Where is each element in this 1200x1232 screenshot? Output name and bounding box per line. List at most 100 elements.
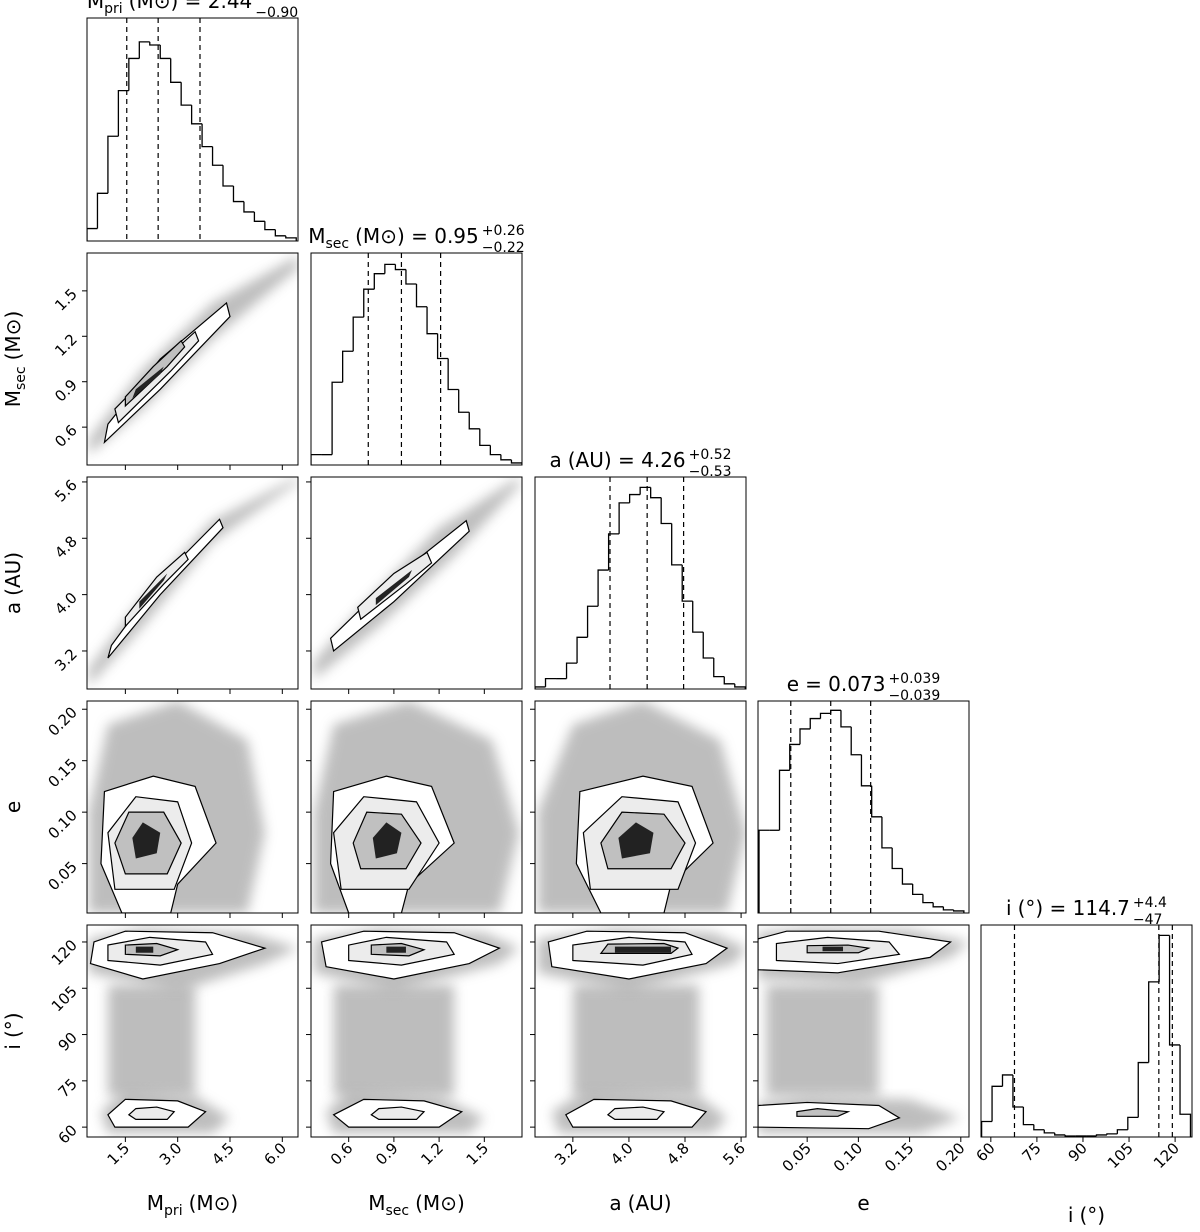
- x-axis-label: Mpri (M⊙): [147, 1191, 238, 1219]
- x-tick-label: 4.0: [607, 1139, 637, 1169]
- y-tick-label: 1.2: [51, 330, 81, 360]
- panel-2d: [88, 701, 265, 913]
- density-contour: [372, 822, 402, 859]
- chart-title: Mpri (M⊙) = 2.44: [87, 0, 252, 17]
- histogram: [981, 925, 1192, 1137]
- hist-bin: [830, 709, 841, 714]
- hist-bin: [628, 493, 641, 503]
- panel-frame: [757, 924, 970, 1138]
- density-contour: [766, 985, 879, 1097]
- hist-bin: [713, 657, 725, 678]
- hist-bin: [384, 263, 396, 274]
- hist-bin: [405, 269, 417, 285]
- axis-label: i(°): [1068, 1203, 1105, 1227]
- hist-bin: [285, 235, 297, 241]
- density-contour: [124, 551, 189, 628]
- panel-frame: [86, 924, 299, 1138]
- panel-2d: [88, 477, 298, 687]
- x-axis-label: i (°): [1068, 1203, 1105, 1227]
- y-tick-label: 0.10: [44, 806, 80, 842]
- y-axis-label: i (°): [1, 1012, 25, 1049]
- hist-bin: [96, 192, 108, 229]
- chart-title-symbol: M: [87, 0, 104, 13]
- y-axis-label: a (AU): [1, 552, 25, 614]
- hist-bin: [671, 523, 683, 566]
- density-contour: [107, 985, 196, 1097]
- hist-bin: [1012, 1074, 1024, 1108]
- hist-bin: [1033, 1124, 1045, 1131]
- density-contour: [606, 1106, 666, 1121]
- hist-bin: [190, 105, 203, 125]
- panel-frame: [86, 17, 299, 242]
- y-tick-label: 75: [55, 1075, 81, 1101]
- hist-bin: [331, 381, 343, 455]
- density-contour: [572, 985, 700, 1097]
- density-contour: [375, 569, 412, 606]
- title-upper-error: +0.52: [689, 447, 732, 463]
- panel-2d: [537, 701, 746, 913]
- hist-bin: [458, 389, 470, 413]
- panel-2d: [314, 928, 519, 1134]
- axis-label-rest: (M⊙): [415, 1191, 465, 1215]
- hist-bin: [159, 44, 171, 60]
- hist-bin: [799, 728, 811, 745]
- y-tick-label: 3.2: [51, 645, 81, 675]
- panel-frame: [86, 252, 299, 466]
- panel-frame: [310, 252, 523, 466]
- density-contour: [370, 1106, 426, 1121]
- axis-label-rest: (M⊙): [1, 311, 25, 361]
- chart-title-sub: pri: [104, 1, 123, 17]
- hist-bin: [639, 486, 651, 495]
- axis-label: a (AU): [609, 1191, 671, 1215]
- y-axis-label: e: [1, 801, 25, 813]
- axis-label-symbol: i: [1, 1044, 25, 1050]
- axis-label-symbol: i: [1068, 1203, 1074, 1227]
- axis-label: i(°): [1, 1012, 25, 1049]
- hist-bin: [274, 229, 286, 237]
- density-contour: [333, 985, 455, 1097]
- hist-bin: [952, 909, 965, 913]
- x-tick-label: 4.8: [663, 1139, 693, 1169]
- x-tick-label: 0.6: [327, 1139, 357, 1169]
- chart-title-symbol: i: [1006, 896, 1012, 920]
- y-tick-label: 0.9: [51, 376, 81, 406]
- hist-bin: [871, 785, 882, 818]
- x-tick-label: 4.5: [208, 1139, 238, 1169]
- panel-2d: [758, 928, 969, 1134]
- hist-bin: [981, 1120, 993, 1137]
- hist-bin: [138, 41, 150, 59]
- hist-bin: [222, 165, 234, 187]
- hist-bin: [1095, 1134, 1107, 1136]
- y-tick-label: 1.5: [51, 285, 81, 315]
- panel-frame: [534, 924, 747, 1138]
- density-contour: [618, 822, 654, 859]
- hist-bin: [544, 678, 557, 687]
- panel-frame: [757, 700, 970, 914]
- hist-bin: [107, 135, 119, 194]
- hist-bin: [415, 284, 428, 308]
- x-tick-label: 75: [1018, 1139, 1044, 1165]
- panel-frame: [534, 700, 747, 914]
- histogram: [535, 477, 746, 689]
- hist-bin: [170, 58, 182, 83]
- hist-bin: [734, 683, 746, 689]
- panel-frame: [534, 476, 747, 690]
- hist-bin: [128, 57, 140, 91]
- x-tick-label: 3.2: [551, 1139, 581, 1169]
- panel-frame: [310, 476, 523, 690]
- y-tick-label: 120: [48, 936, 81, 969]
- hist-bin: [1179, 1044, 1192, 1137]
- hist-bin: [1043, 1129, 1055, 1134]
- title-upper-error: +1.2: [255, 0, 289, 4]
- density-contour: [822, 946, 844, 952]
- title-lower-error: −0.90: [255, 5, 298, 21]
- axis-label: e: [1, 801, 25, 813]
- hist-bin: [850, 726, 862, 756]
- panel-2d: [314, 477, 519, 680]
- x-tick-label: 0.10: [830, 1139, 866, 1175]
- x-tick-label: 5.6: [719, 1139, 749, 1169]
- hist-bin: [819, 712, 831, 719]
- hist-bin: [1137, 1061, 1149, 1118]
- panel-2d: [314, 701, 519, 913]
